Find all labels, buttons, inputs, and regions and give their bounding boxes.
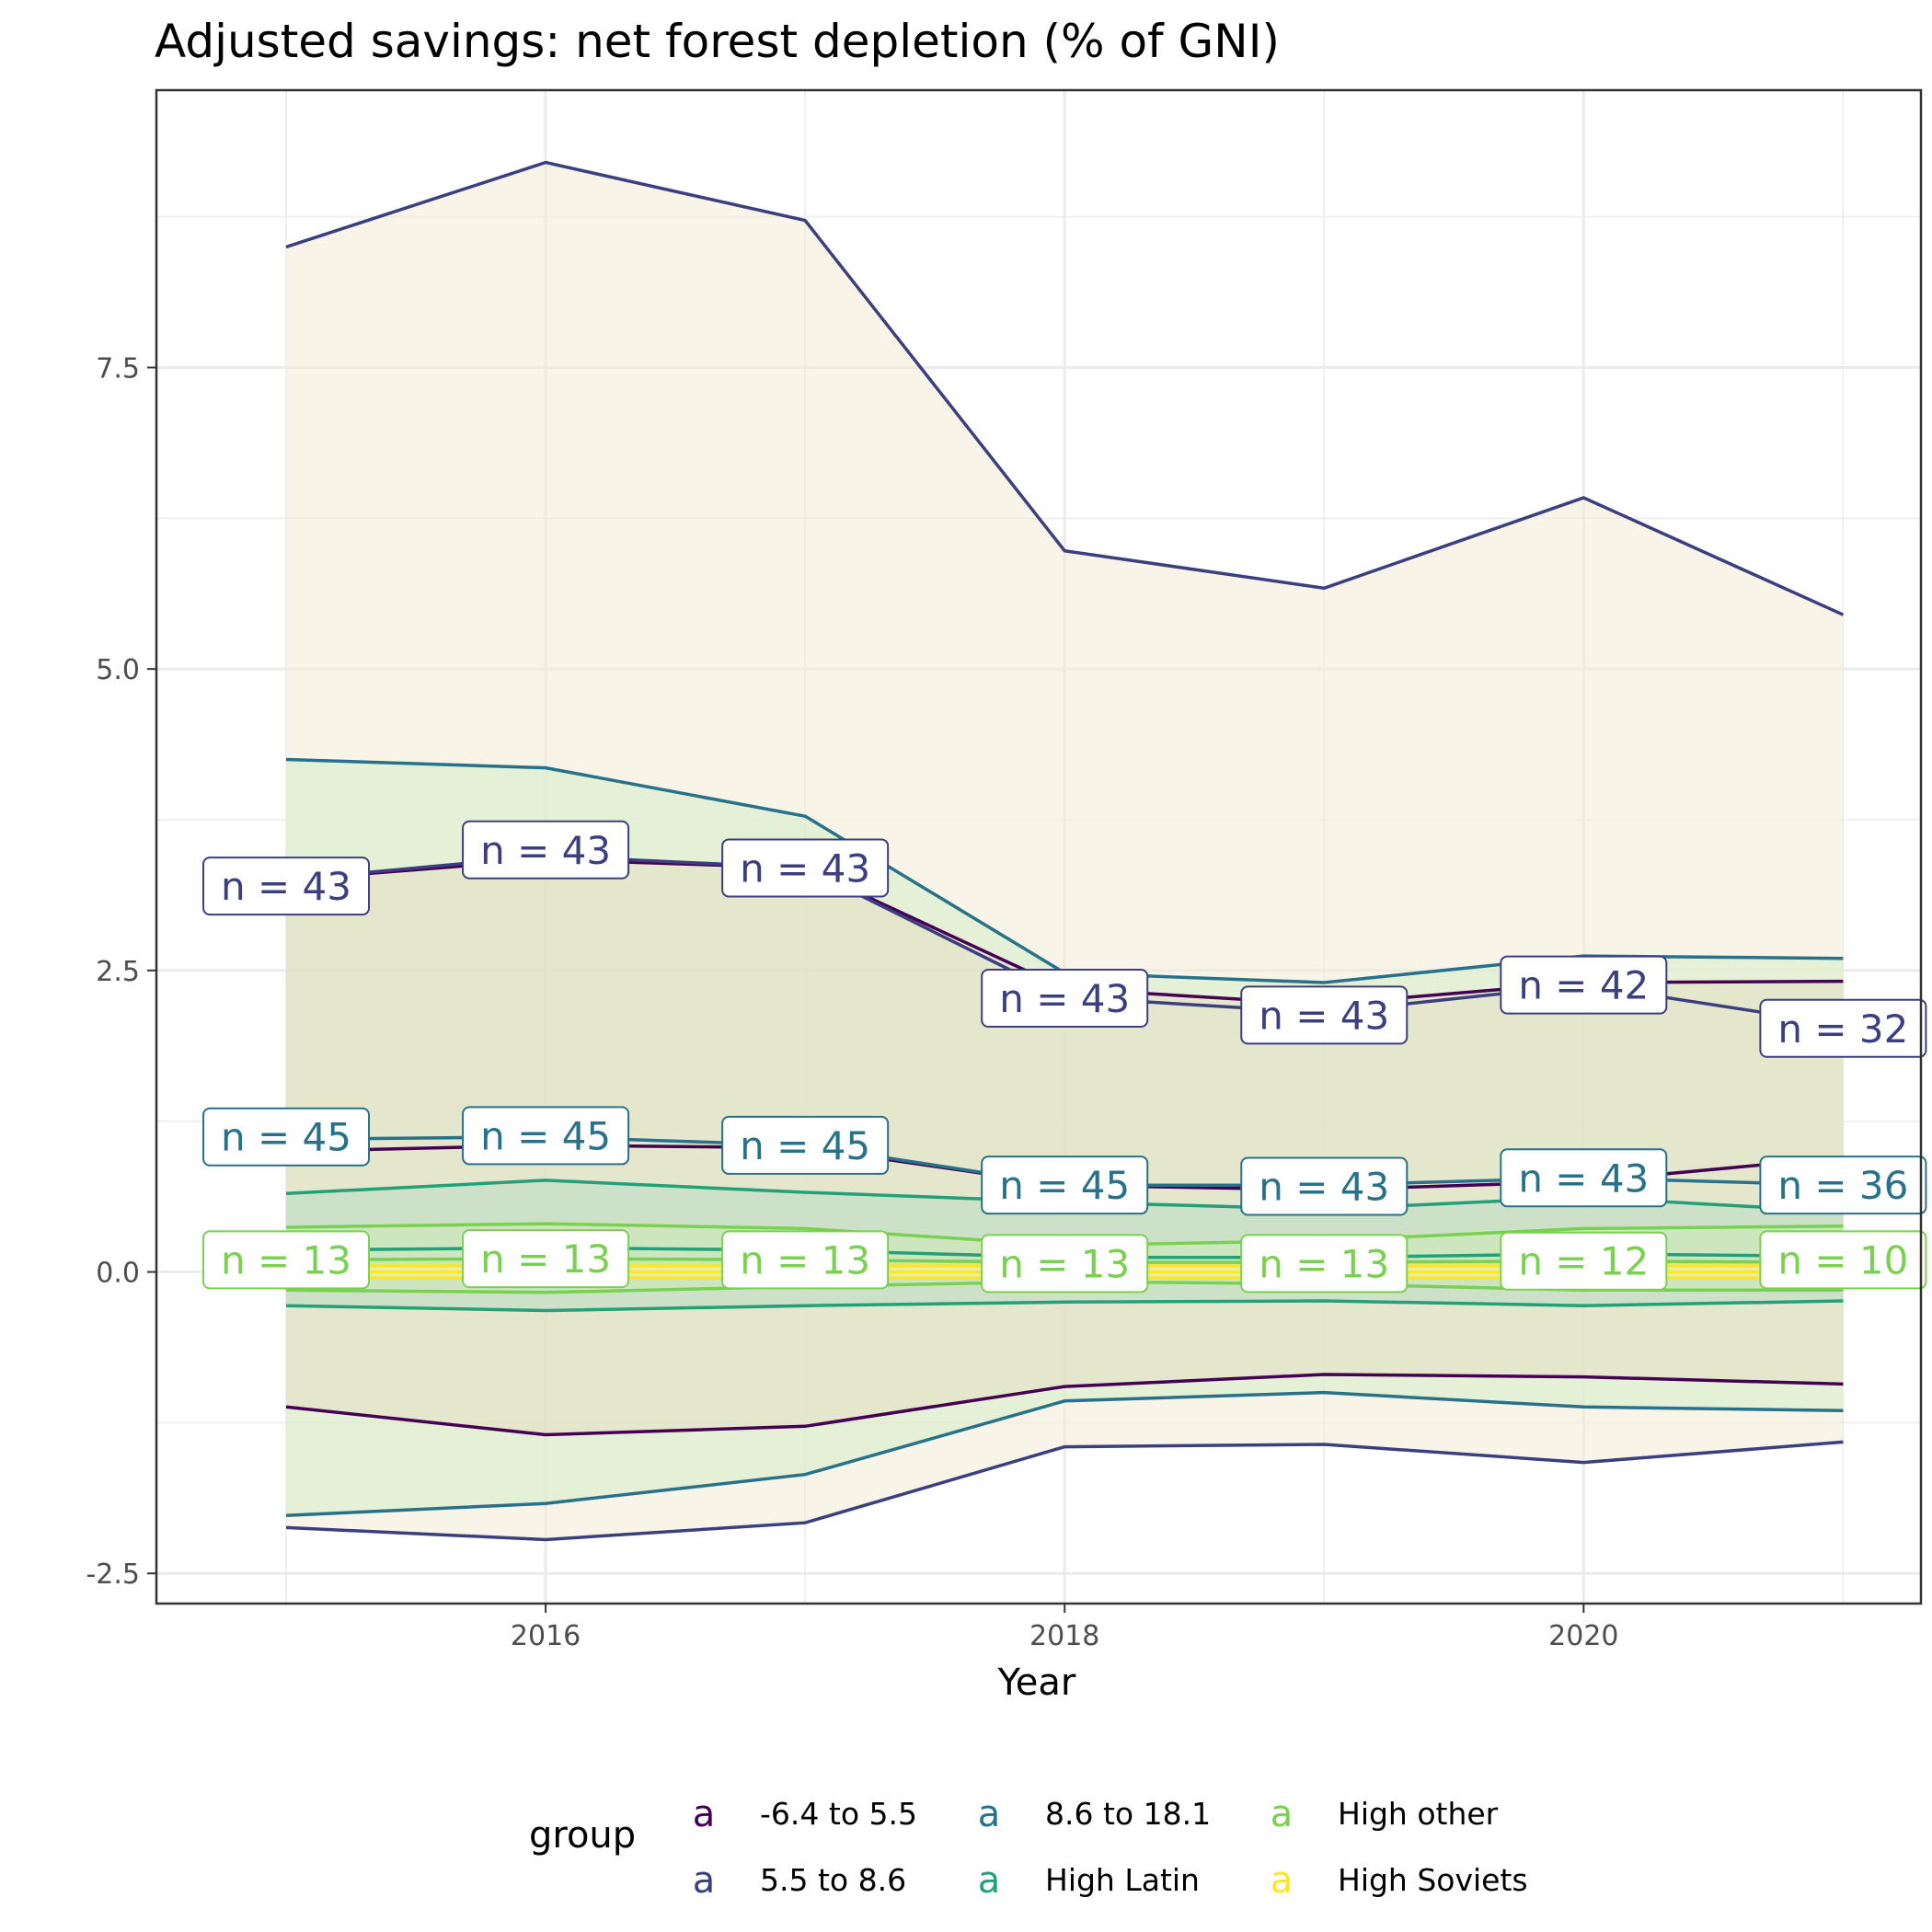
n-label: n = 45 bbox=[462, 1106, 630, 1166]
n-label: n = 43 bbox=[462, 820, 630, 880]
legend-label-High Soviets: High Soviets bbox=[1338, 1862, 1528, 1898]
n-label-box bbox=[1240, 1156, 1409, 1216]
n-label: n = 43 bbox=[981, 969, 1149, 1028]
n-label-text: n = 32 bbox=[1777, 1006, 1908, 1052]
n-label-box bbox=[1500, 955, 1668, 1015]
n-label: n = 45 bbox=[981, 1156, 1149, 1215]
n-label: n = 43 bbox=[721, 838, 890, 898]
n-label: n = 10 bbox=[1759, 1230, 1927, 1290]
y-tick-label: 7.5 bbox=[96, 352, 140, 385]
n-label-box bbox=[721, 838, 890, 898]
n-label-text: n = 13 bbox=[221, 1237, 351, 1282]
n-label-box bbox=[462, 820, 630, 880]
line-lower-5.5 to 8.6 bbox=[285, 1440, 1844, 1542]
n-label-box bbox=[1240, 1234, 1409, 1294]
n-label-text: n = 45 bbox=[740, 1123, 870, 1168]
n-label-box bbox=[462, 1229, 630, 1289]
n-label-text: n = 13 bbox=[480, 1236, 611, 1282]
panel-border bbox=[155, 88, 1923, 1605]
x-axis-title: Year bbox=[997, 1662, 1076, 1704]
n-label-text: n = 42 bbox=[1518, 963, 1649, 1008]
n-label: n = 13 bbox=[462, 1229, 630, 1289]
n-label: n = 45 bbox=[202, 1107, 371, 1167]
n-label: n = 43 bbox=[202, 857, 371, 916]
y-tick-label: 0.0 bbox=[96, 1258, 140, 1290]
n-label-box bbox=[462, 1106, 630, 1166]
x-tick-label: 2020 bbox=[1548, 1620, 1618, 1652]
n-label-text: n = 43 bbox=[740, 845, 870, 891]
n-label-text: n = 36 bbox=[1777, 1163, 1908, 1208]
legend-key-High other: a bbox=[1271, 1793, 1294, 1835]
n-label-text: n = 13 bbox=[999, 1241, 1130, 1286]
n-label-box bbox=[981, 969, 1149, 1028]
y-tick-label: -2.5 bbox=[86, 1558, 140, 1591]
line-upper-5.5 to 8.6 bbox=[285, 160, 1845, 616]
legend-key-High Soviets: a bbox=[1271, 1859, 1294, 1902]
n-label-box bbox=[721, 1230, 890, 1290]
n-label-box bbox=[721, 1115, 890, 1175]
n-label: n = 13 bbox=[202, 1230, 371, 1290]
n-label-box bbox=[1240, 985, 1409, 1045]
y-tick-label: 2.5 bbox=[96, 956, 140, 988]
x-tick-label: 2018 bbox=[1029, 1620, 1099, 1652]
n-label: n = 13 bbox=[1240, 1234, 1409, 1294]
n-label-text: n = 13 bbox=[1259, 1241, 1389, 1286]
n-label: n = 43 bbox=[1240, 1156, 1409, 1216]
n-label-text: n = 45 bbox=[480, 1113, 611, 1158]
n-label-text: n = 43 bbox=[1518, 1156, 1649, 1201]
legend-key-High Latin: a bbox=[978, 1859, 1001, 1902]
n-label: n = 32 bbox=[1759, 998, 1927, 1058]
x-tick-label: 2016 bbox=[511, 1620, 581, 1652]
n-label-box bbox=[202, 1230, 371, 1290]
line-lower-High Latin bbox=[285, 1299, 1844, 1313]
y-tick-label: 5.0 bbox=[96, 654, 140, 686]
n-label-text: n = 10 bbox=[1777, 1237, 1908, 1282]
n-label-box bbox=[1500, 1231, 1668, 1291]
legend-label-5.5 to 8.6: 5.5 to 8.6 bbox=[760, 1862, 906, 1898]
n-label-text: n = 43 bbox=[1259, 1164, 1389, 1209]
chart-title: Adjusted savings: net forest depletion (… bbox=[155, 15, 1280, 68]
n-label: n = 36 bbox=[1759, 1156, 1927, 1215]
legend-key--6.4 to 5.5: a bbox=[693, 1793, 716, 1835]
n-label-box bbox=[981, 1234, 1149, 1294]
legend-title: group bbox=[529, 1814, 636, 1857]
n-label: n = 42 bbox=[1500, 955, 1668, 1015]
n-label-text: n = 45 bbox=[999, 1163, 1130, 1208]
n-label-text: n = 12 bbox=[1518, 1239, 1649, 1284]
legend-label--6.4 to 5.5: -6.4 to 5.5 bbox=[760, 1796, 917, 1832]
legend-label-High other: High other bbox=[1338, 1796, 1499, 1832]
n-label: n = 13 bbox=[981, 1234, 1149, 1294]
n-label: n = 43 bbox=[1500, 1148, 1668, 1208]
n-label-text: n = 43 bbox=[480, 828, 611, 873]
n-label-box bbox=[1500, 1148, 1668, 1208]
n-label-text: n = 43 bbox=[221, 864, 351, 909]
legend-label-High Latin: High Latin bbox=[1045, 1862, 1200, 1898]
legend-key-8.6 to 18.1: a bbox=[978, 1793, 1001, 1835]
n-label-box bbox=[202, 1107, 371, 1167]
n-label-box bbox=[1759, 1156, 1927, 1215]
axes: -2.5 0.0 2.5 5.0 7.5 2016 2018 2020 bbox=[86, 352, 1618, 1652]
n-label-text: n = 43 bbox=[999, 976, 1130, 1021]
n-label-box bbox=[1759, 1230, 1927, 1290]
n-label: n = 43 bbox=[1240, 985, 1409, 1045]
n-label-text: n = 45 bbox=[221, 1115, 351, 1160]
line-lower-8.6 to 18.1 bbox=[285, 1390, 1844, 1518]
n-label: n = 13 bbox=[721, 1230, 890, 1290]
legend-label-8.6 to 18.1: 8.6 to 18.1 bbox=[1045, 1796, 1211, 1832]
n-label-box bbox=[981, 1156, 1149, 1215]
n-labels: n = 43 n = 43 n = 43 n = 43 n = 43 n = 42 n = … bbox=[202, 820, 1927, 1294]
n-label: n = 45 bbox=[721, 1115, 890, 1175]
n-label-text: n = 13 bbox=[740, 1237, 870, 1282]
n-label: n = 12 bbox=[1500, 1231, 1668, 1291]
legend: group a -6.4 to 5.5 a 5.5 to 8.6 a 8.6 to 18.1… bbox=[529, 1793, 1528, 1902]
line-lower--6.4 to 5.5 bbox=[285, 1373, 1844, 1437]
plot-panel: n = 43 n = 43 n = 43 n = 43 n = 43 n = 42 n = … bbox=[86, 88, 1927, 1652]
n-label-text: n = 43 bbox=[1259, 993, 1389, 1038]
n-label-box bbox=[202, 857, 371, 916]
n-label-box bbox=[1759, 998, 1927, 1058]
legend-key-5.5 to 8.6: a bbox=[693, 1859, 716, 1902]
